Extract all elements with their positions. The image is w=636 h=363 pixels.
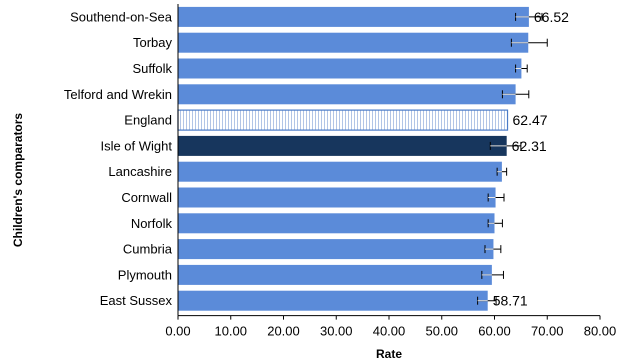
category-label-cumbria: Cumbria [123, 242, 173, 257]
data-label-east-sussex: 58.71 [493, 293, 528, 309]
category-label-suffolk: Suffolk [132, 61, 172, 76]
category-label-england: England [124, 113, 172, 128]
error-bars-layer [477, 12, 548, 305]
x-tick-label-2: 20.00 [267, 324, 300, 339]
category-labels: Southend-on-Sea Torbay Suffolk Telford and … [64, 9, 173, 308]
x-tick-label-7: 70.00 [531, 324, 564, 339]
x-axis: 0.00 10.00 20.00 30.00 40.00 50.00 60.00 70.00 8… [165, 4, 616, 339]
x-tick-label-4: 40.00 [373, 324, 406, 339]
error-bar-cumbria [484, 245, 502, 254]
data-label-england: 62.47 [513, 112, 548, 128]
data-label-isle-of-wight: 62.31 [512, 138, 547, 154]
bar-telford-and-wrekin [178, 84, 516, 105]
bar-plymouth [178, 264, 492, 285]
error-bar-plymouth [481, 270, 504, 279]
bar-east-sussex [178, 290, 488, 311]
error-bar-lancashire [496, 167, 508, 176]
bar-lancashire [178, 161, 502, 182]
error-bar-southend-on-sea [515, 12, 543, 21]
x-tick-label-6: 60.00 [478, 324, 511, 339]
category-label-cornwall: Cornwall [121, 190, 172, 205]
data-label-southend-on-sea: 66.52 [534, 9, 569, 25]
error-bar-cornwall [487, 193, 505, 202]
error-bar-telford-and-wrekin [501, 90, 530, 99]
category-label-norfolk: Norfolk [131, 216, 173, 231]
bar-torbay [178, 32, 529, 53]
category-label-torbay: Torbay [133, 35, 173, 50]
category-label-isle-of-wight: Isle of Wight [100, 138, 172, 153]
error-bar-suffolk [515, 64, 528, 73]
x-tick-label-1: 10.00 [214, 324, 247, 339]
error-bar-norfolk [487, 219, 503, 228]
x-axis-title: Rate [376, 347, 402, 361]
x-tick-label-0: 0.00 [165, 324, 190, 339]
x-tick-label-8: 80.00 [584, 324, 617, 339]
bar-isle-of-wight [178, 135, 507, 156]
y-axis-title: Children's comparators [11, 113, 25, 248]
category-label-southend-on-sea: Southend-on-Sea [70, 9, 173, 24]
bars-layer [177, 6, 529, 311]
error-bar-east-sussex [477, 296, 497, 305]
bar-suffolk [178, 58, 522, 79]
category-label-plymouth: Plymouth [118, 267, 172, 282]
data-labels: 66.52 62.47 62.31 58.71 [493, 9, 569, 309]
bar-cornwall [178, 187, 496, 208]
category-label-telford-and-wrekin: Telford and Wrekin [64, 87, 172, 102]
x-tick-label-5: 50.00 [425, 324, 458, 339]
error-bar-isle-of-wight [489, 141, 522, 150]
x-tick-label-3: 30.00 [320, 324, 353, 339]
bar-england [177, 109, 509, 131]
category-label-lancashire: Lancashire [108, 164, 172, 179]
bar-norfolk [178, 213, 495, 234]
category-label-east-sussex: East Sussex [100, 293, 173, 308]
error-bar-torbay [510, 38, 548, 47]
bar-cumbria [178, 239, 494, 260]
bar-southend-on-sea [178, 6, 529, 27]
